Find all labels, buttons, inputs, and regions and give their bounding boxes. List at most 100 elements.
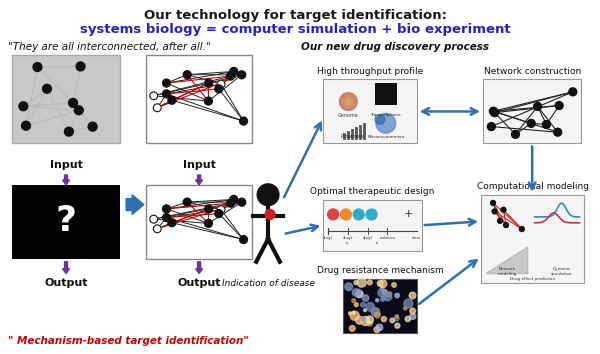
Circle shape xyxy=(491,200,496,205)
Text: time: time xyxy=(412,236,422,240)
FancyBboxPatch shape xyxy=(481,195,584,284)
Circle shape xyxy=(361,316,370,326)
Text: drug3: drug3 xyxy=(362,236,373,240)
Circle shape xyxy=(358,289,361,292)
Circle shape xyxy=(230,68,238,75)
Circle shape xyxy=(377,280,383,286)
Circle shape xyxy=(492,209,497,214)
Circle shape xyxy=(357,278,366,287)
Circle shape xyxy=(168,96,176,104)
Text: radiation: radiation xyxy=(379,236,395,240)
Circle shape xyxy=(349,326,355,331)
Text: "They are all interconnected, after all.": "They are all interconnected, after all.… xyxy=(8,42,211,52)
Text: drug1: drug1 xyxy=(323,236,334,240)
Circle shape xyxy=(238,71,245,79)
Text: " Mechanism-based target identification": " Mechanism-based target identification" xyxy=(8,336,248,346)
FancyArrow shape xyxy=(62,175,70,185)
Circle shape xyxy=(217,206,225,213)
Circle shape xyxy=(511,130,520,138)
Circle shape xyxy=(183,71,191,79)
Circle shape xyxy=(501,207,506,212)
Text: drug2: drug2 xyxy=(343,236,353,240)
Circle shape xyxy=(163,214,170,222)
Circle shape xyxy=(19,102,28,111)
FancyBboxPatch shape xyxy=(12,55,120,143)
Text: Our technology for target identification:: Our technology for target identification… xyxy=(144,9,447,22)
Circle shape xyxy=(163,79,170,87)
FancyArrow shape xyxy=(62,262,70,274)
Circle shape xyxy=(361,317,365,321)
FancyArrow shape xyxy=(196,175,203,185)
Circle shape xyxy=(395,323,400,328)
Circle shape xyxy=(367,280,372,285)
Circle shape xyxy=(356,291,363,297)
Circle shape xyxy=(163,205,170,213)
Circle shape xyxy=(33,63,42,72)
Text: Computational modeling: Computational modeling xyxy=(476,182,589,192)
Circle shape xyxy=(352,311,355,314)
Circle shape xyxy=(340,93,357,110)
Circle shape xyxy=(76,62,85,71)
Text: Drug effect prediction: Drug effect prediction xyxy=(510,278,555,281)
Circle shape xyxy=(405,316,410,322)
Circle shape xyxy=(346,99,352,104)
Circle shape xyxy=(395,315,398,318)
Circle shape xyxy=(205,205,212,213)
Circle shape xyxy=(205,219,212,227)
Circle shape xyxy=(382,316,386,322)
Text: Network
modeling: Network modeling xyxy=(497,267,517,276)
FancyBboxPatch shape xyxy=(483,79,581,143)
Circle shape xyxy=(491,109,499,116)
Circle shape xyxy=(392,282,397,287)
Circle shape xyxy=(487,122,495,131)
FancyBboxPatch shape xyxy=(375,84,397,105)
Circle shape xyxy=(43,84,52,93)
Circle shape xyxy=(328,209,338,220)
FancyBboxPatch shape xyxy=(146,185,252,259)
Text: Input: Input xyxy=(182,160,215,170)
Circle shape xyxy=(227,72,235,80)
Text: t₁: t₁ xyxy=(346,241,350,245)
Text: Input: Input xyxy=(50,160,82,170)
Circle shape xyxy=(215,85,223,93)
Circle shape xyxy=(227,199,235,207)
Circle shape xyxy=(503,223,509,228)
FancyBboxPatch shape xyxy=(146,55,252,143)
Circle shape xyxy=(350,311,359,320)
Text: Our new drug discovery process: Our new drug discovery process xyxy=(301,42,488,52)
Circle shape xyxy=(217,80,225,88)
Circle shape xyxy=(376,299,379,302)
Circle shape xyxy=(410,308,416,314)
Circle shape xyxy=(356,293,361,297)
Circle shape xyxy=(205,79,212,87)
Circle shape xyxy=(352,289,360,296)
Text: Drug resistance mechanism: Drug resistance mechanism xyxy=(317,266,443,275)
Circle shape xyxy=(257,184,279,206)
Circle shape xyxy=(68,98,77,107)
Circle shape xyxy=(183,198,191,206)
Circle shape xyxy=(382,296,386,300)
Circle shape xyxy=(395,293,400,298)
Circle shape xyxy=(527,119,535,127)
Circle shape xyxy=(366,209,377,220)
Text: Microenvironment: Microenvironment xyxy=(367,135,404,139)
Text: Output: Output xyxy=(178,279,221,289)
Circle shape xyxy=(381,298,385,301)
Circle shape xyxy=(364,309,367,312)
Circle shape xyxy=(542,121,550,129)
Circle shape xyxy=(215,210,223,217)
Circle shape xyxy=(345,283,353,291)
FancyArrow shape xyxy=(126,195,144,215)
FancyBboxPatch shape xyxy=(323,200,422,251)
Circle shape xyxy=(497,218,503,223)
Text: Network construction: Network construction xyxy=(484,67,581,76)
Text: Proteome: Proteome xyxy=(341,134,364,139)
Circle shape xyxy=(239,117,247,125)
Text: ?: ? xyxy=(56,204,77,238)
Circle shape xyxy=(382,290,387,295)
Circle shape xyxy=(356,316,364,324)
Text: systems biology = computer simulation + bio experiment: systems biology = computer simulation + … xyxy=(80,23,511,36)
Circle shape xyxy=(554,128,562,136)
Circle shape xyxy=(490,107,497,115)
Circle shape xyxy=(354,281,358,285)
